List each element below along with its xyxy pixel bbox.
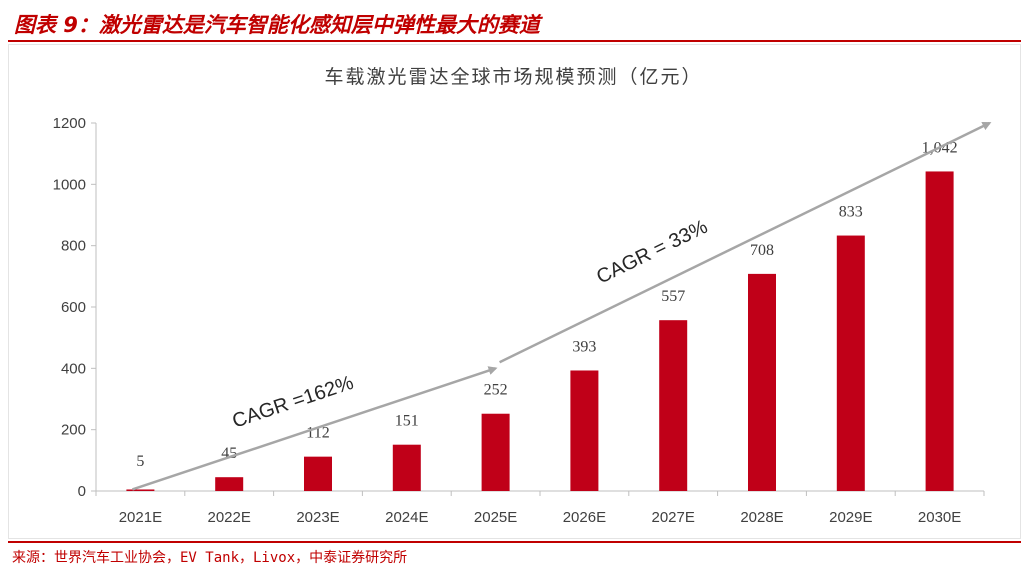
cagr-label-1: CAGR =162% xyxy=(230,372,357,433)
x-tick-label: 2025E xyxy=(474,509,517,526)
footer-rule xyxy=(8,541,1021,543)
header-rule xyxy=(8,40,1021,42)
figure-title: 图表 9：激光雷达是汽车智能化感知层中弹性最大的赛道 xyxy=(14,13,540,37)
cagr-arrow-2 xyxy=(499,121,992,364)
bar-2028E xyxy=(748,273,776,491)
y-tick-label: 0 xyxy=(78,483,86,500)
cagr-label-2: CAGR = 33% xyxy=(593,216,711,289)
y-tick-label: 200 xyxy=(61,422,86,439)
x-tick-label: 2022E xyxy=(208,509,251,526)
bar-2026E xyxy=(570,370,599,491)
bar-2029E xyxy=(836,235,865,491)
data-label-2025E: 252 xyxy=(484,382,508,399)
x-tick-label: 2029E xyxy=(829,509,872,526)
x-tick-label: 2030E xyxy=(918,509,961,526)
y-tick-label: 600 xyxy=(61,299,86,316)
data-label-2021E: 5 xyxy=(136,453,144,470)
x-tick-label: 2028E xyxy=(740,509,783,526)
bar-2025E xyxy=(481,413,510,491)
bar-2027E xyxy=(659,320,688,491)
x-tick-label: 2024E xyxy=(385,509,428,526)
cagr-arrow-1 xyxy=(132,366,498,491)
y-tick-label: 800 xyxy=(61,238,86,255)
data-label-2026E: 393 xyxy=(572,338,596,355)
x-tick-label: 2023E xyxy=(296,509,339,526)
y-tick-label: 1200 xyxy=(53,115,86,132)
bar-2024E xyxy=(392,444,421,491)
y-tick-label: 400 xyxy=(61,360,86,377)
figure-header: 图表 9：激光雷达是汽车智能化感知层中弹性最大的赛道 xyxy=(0,0,1027,44)
data-label-2028E: 708 xyxy=(750,242,774,259)
bar-2022E xyxy=(215,477,244,491)
data-label-2029E: 833 xyxy=(839,204,863,221)
x-tick-label: 2026E xyxy=(563,509,606,526)
x-tick-label: 2021E xyxy=(119,509,162,526)
chart-title: 车载激光雷达全球市场规模预测（亿元） xyxy=(324,66,703,88)
y-tick-label: 1000 xyxy=(53,176,86,193)
data-label-2027E: 557 xyxy=(661,288,685,305)
x-tick-label: 2027E xyxy=(652,509,695,526)
data-label-2024E: 151 xyxy=(395,413,419,430)
bar-2030E xyxy=(925,171,954,491)
source-note: 来源：世界汽车工业协会，EV Tank，Livox，中泰证券研究所 xyxy=(12,550,408,566)
bar-2021E xyxy=(126,489,155,491)
bar-2023E xyxy=(304,456,332,491)
